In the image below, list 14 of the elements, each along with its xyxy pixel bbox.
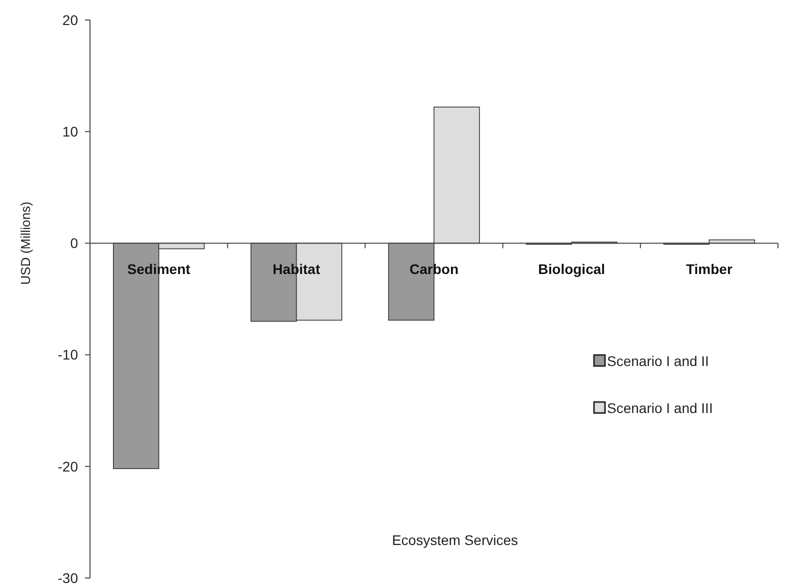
y-axis-title: USD (Millions) bbox=[18, 202, 33, 285]
y-tick-label: -10 bbox=[58, 346, 78, 363]
y-tick-label: 0 bbox=[70, 235, 78, 252]
x-tick-label: Sediment bbox=[127, 261, 191, 278]
y-tick-label: 20 bbox=[62, 12, 78, 28]
y-tick-label: 10 bbox=[62, 124, 78, 140]
y-tick-label: -30 bbox=[58, 570, 78, 586]
x-tick-label: Biological bbox=[538, 261, 606, 278]
legend-label: Scenario I and II bbox=[607, 352, 709, 369]
x-axis-title: Ecosystem Services bbox=[392, 532, 518, 548]
x-tick-label: Timber bbox=[686, 261, 733, 278]
y-tick-label: -20 bbox=[58, 458, 78, 474]
x-tick-label: Carbon bbox=[410, 261, 458, 278]
legend-label: Scenario I and III bbox=[607, 400, 713, 416]
